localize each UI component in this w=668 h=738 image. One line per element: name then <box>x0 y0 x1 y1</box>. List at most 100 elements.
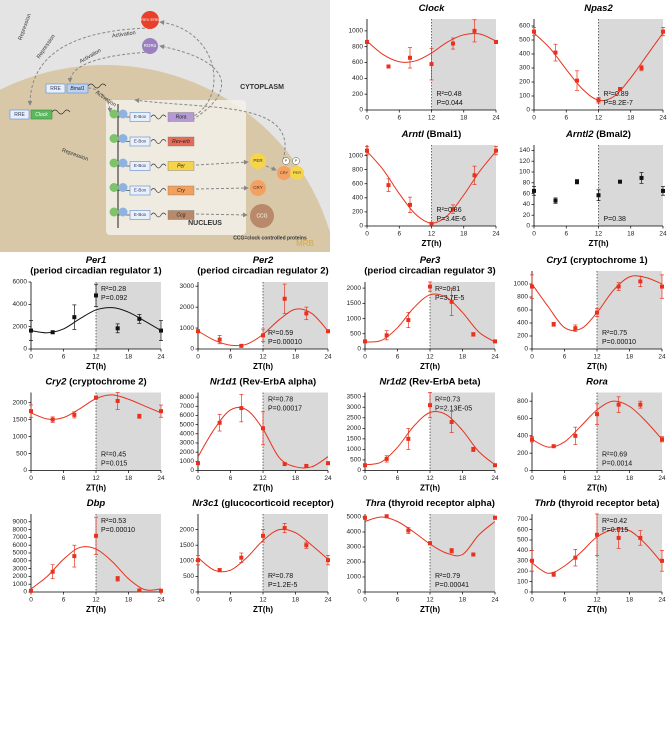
ebox-label: E-Box <box>134 188 147 193</box>
transcript <box>150 114 167 120</box>
dark-phase <box>597 271 662 349</box>
y-tick-label: 0 <box>524 346 528 353</box>
y-tick-label: 1500 <box>347 300 362 307</box>
x-tick-label: 24 <box>658 597 666 604</box>
data-point <box>429 221 434 226</box>
data-point <box>365 39 369 44</box>
gene-name: Per1 <box>86 255 107 266</box>
annotation: P=0.092 <box>101 295 127 302</box>
transcript <box>150 163 167 169</box>
data-point <box>472 28 477 33</box>
clock-protein <box>118 207 128 217</box>
diagram: Repression Repression Activation Activat… <box>0 0 330 252</box>
x-tick-label: 18 <box>627 115 635 122</box>
y-tick-label: 600 <box>517 526 528 533</box>
y-tick-label: 2000 <box>13 573 28 580</box>
y-tick-label: 2500 <box>347 415 362 422</box>
dark-phase <box>597 392 662 471</box>
data-point <box>363 339 367 344</box>
y-tick-label: 100 <box>519 93 530 100</box>
y-tick-label: 4000 <box>180 431 195 438</box>
annotation: R²=0.53 <box>101 518 126 525</box>
gene-name: Rora <box>586 376 608 387</box>
x-tick-label: 18 <box>459 475 467 482</box>
y-tick-label: 0 <box>23 346 27 353</box>
y-tick-label: 500 <box>350 457 361 464</box>
data-point <box>451 41 455 46</box>
clock-protein <box>118 109 128 119</box>
data-point <box>326 461 330 466</box>
chart-title: Nr3c1 (glucocorticoid receptor) <box>192 498 334 509</box>
gene-label: Rev-erb <box>172 139 190 145</box>
gene-name: Per3 <box>420 255 441 266</box>
x-axis-label: ZT(h) <box>422 239 442 248</box>
chart-subtitle: (Bmal1) <box>426 129 461 140</box>
data-point <box>304 311 309 316</box>
chart-subtitle: (thyroid receptor beta) <box>558 498 659 509</box>
annotation: R²=0.79 <box>435 573 460 580</box>
gene-name: Arntl2 <box>565 129 594 140</box>
y-tick-label: 0 <box>524 589 528 596</box>
arrow <box>67 51 151 83</box>
x-tick-label: 0 <box>196 475 200 482</box>
y-tick-label: 8000 <box>13 526 28 533</box>
y-tick-label: 200 <box>352 209 363 216</box>
dark-phase <box>430 392 495 471</box>
y-tick-label: 1500 <box>13 416 28 423</box>
data-point <box>282 462 287 467</box>
fit-curve <box>365 293 495 343</box>
y-tick-label: 1000 <box>349 152 364 159</box>
annotation: R²=0.75 <box>602 330 627 337</box>
y-tick-label: 700 <box>517 516 528 523</box>
data-point <box>493 339 497 344</box>
y-tick-label: 140 <box>519 147 530 154</box>
x-tick-label: 12 <box>426 475 434 482</box>
phosphate-label: P <box>285 158 288 163</box>
x-tick-label: 0 <box>532 115 536 122</box>
gene-label: Ccg <box>177 212 186 218</box>
x-tick-label: 0 <box>29 597 33 604</box>
y-tick-label: 0 <box>526 107 530 114</box>
y-tick-label: 1500 <box>180 542 195 549</box>
bmal-protein <box>109 183 119 192</box>
y-tick-label: 2000 <box>180 304 195 311</box>
data-point <box>406 318 411 323</box>
x-tick-label: 0 <box>196 597 200 604</box>
y-tick-label: 0 <box>357 589 361 596</box>
data-point <box>159 328 163 333</box>
y-tick-label: 1000 <box>180 558 195 565</box>
y-tick-label: 600 <box>519 23 530 30</box>
y-tick-label: 400 <box>517 433 528 440</box>
data-point <box>29 328 33 333</box>
data-point <box>493 463 497 468</box>
x-tick-label: 12 <box>593 354 601 361</box>
annotation: P=0.00010 <box>602 339 636 346</box>
data-point <box>573 433 578 438</box>
x-tick-label: 6 <box>563 597 567 604</box>
annotation: P=0.00010 <box>101 527 135 534</box>
gene-label: Clock <box>35 112 48 118</box>
data-point <box>530 437 534 442</box>
gene-name: Thra <box>365 498 386 509</box>
protein <box>250 180 266 196</box>
x-tick-label: 6 <box>229 475 233 482</box>
protein-label: CCG <box>256 213 267 219</box>
chart-title: Cry1 (cryptochrome 1) <box>546 255 647 266</box>
annotation: R²=0.45 <box>101 451 126 458</box>
y-tick-label: 0 <box>190 346 194 353</box>
gene-label: RRE <box>50 86 61 92</box>
annotation: R²=0.78 <box>268 573 293 580</box>
x-tick-label: 6 <box>229 597 233 604</box>
data-point <box>239 406 244 411</box>
data-point <box>616 535 621 540</box>
x-tick-label: 24 <box>491 354 499 361</box>
x-tick-label: 6 <box>563 354 567 361</box>
annotation: R²=0.59 <box>268 330 293 337</box>
annotation: R²=0.73 <box>435 396 460 403</box>
y-tick-label: 200 <box>517 333 528 340</box>
gene-box <box>30 109 53 120</box>
data-point <box>551 322 556 327</box>
x-tick-label: 12 <box>92 475 100 482</box>
data-point <box>326 329 330 334</box>
protein-label: CRY <box>253 185 262 190</box>
